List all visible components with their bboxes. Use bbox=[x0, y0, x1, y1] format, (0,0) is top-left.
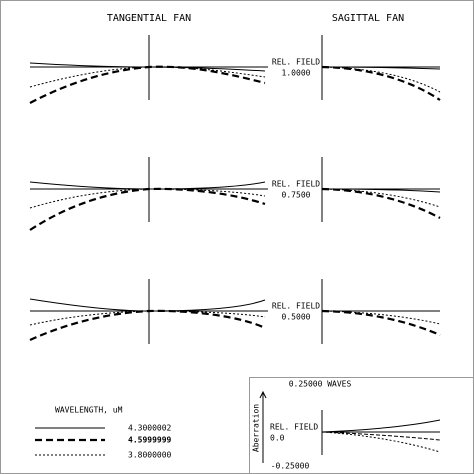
field-label: REL. FIELD bbox=[270, 423, 318, 432]
curve bbox=[321, 309, 441, 337]
curve bbox=[29, 309, 266, 342]
field-label: REL. FIELD bbox=[272, 58, 320, 67]
legend-title: WAVELENGTH, uM bbox=[55, 406, 123, 415]
field-value: 0.0 bbox=[270, 434, 285, 443]
legend-entry: 4.5999999 bbox=[128, 436, 172, 445]
row-3: REL. FIELD 0.5000 bbox=[29, 279, 441, 344]
curve bbox=[321, 188, 441, 208]
arrow bbox=[259, 390, 267, 399]
curve bbox=[321, 187, 441, 219]
sagittal-title: SAGITTAL FAN bbox=[332, 13, 404, 24]
curve bbox=[321, 431, 441, 441]
row-2: REL. FIELD 0.7500 bbox=[29, 157, 441, 231]
field-label: REL. FIELD bbox=[272, 302, 320, 311]
row-1: REL. FIELD 1.0000 bbox=[29, 35, 441, 104]
curve bbox=[321, 65, 441, 101]
legend: WAVELENGTH, uM 4.3000002 4.5999999 3.800… bbox=[35, 406, 172, 460]
curve bbox=[321, 431, 441, 453]
field-value: 0.5000 bbox=[282, 313, 311, 322]
scale-bottom: -0.25000 bbox=[271, 462, 310, 471]
legend-entry: 3.8000000 bbox=[128, 451, 172, 460]
legend-entry: 4.3000002 bbox=[128, 424, 172, 433]
curve bbox=[321, 310, 441, 325]
field-label: REL. FIELD bbox=[272, 180, 320, 189]
field-value: 0.7500 bbox=[282, 191, 311, 200]
curve bbox=[321, 419, 441, 433]
scale-top: 0.25000 WAVES bbox=[289, 380, 352, 389]
field-value: 1.0000 bbox=[282, 69, 311, 78]
curve bbox=[29, 187, 266, 231]
curve bbox=[29, 65, 266, 104]
scale-axis-label: Aberration bbox=[252, 404, 261, 452]
tangential-title: TANGENTIAL FAN bbox=[107, 13, 191, 24]
